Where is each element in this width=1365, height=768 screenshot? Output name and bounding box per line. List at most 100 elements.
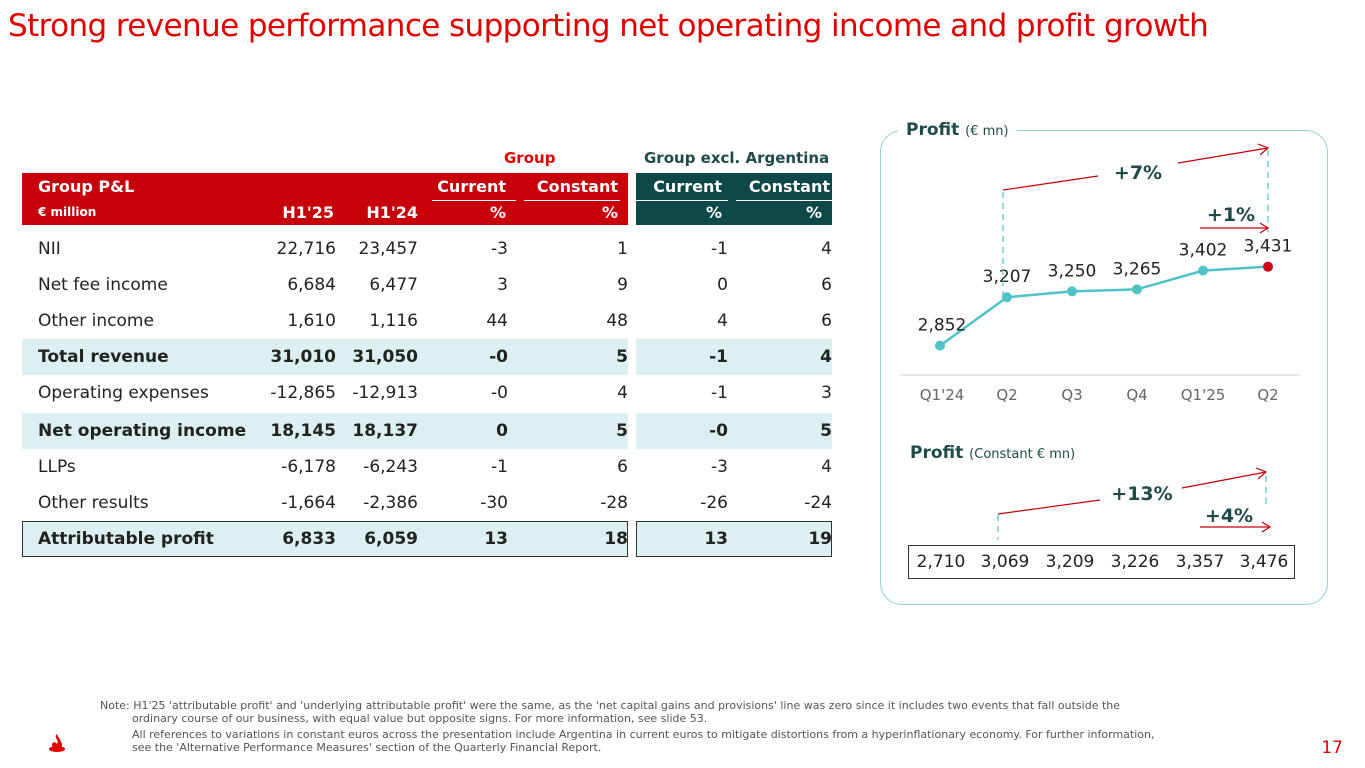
cell-constant-pct: 5 — [616, 421, 628, 441]
cell-excl-current-pct: -26 — [700, 493, 728, 513]
row-label: Attributable profit — [38, 529, 214, 549]
profit-chart-title: Profit (€ mn) — [898, 120, 1017, 140]
row-label: Other results — [38, 493, 149, 513]
cell-excl-constant-pct: 4 — [821, 457, 832, 477]
x-tick-label: Q1'24 — [920, 386, 965, 404]
cell-h1-25: -1,664 — [281, 493, 336, 513]
header-divider — [524, 200, 620, 201]
cell-constant-pct: 18 — [604, 529, 628, 549]
header-divider — [636, 200, 728, 201]
data-point — [1067, 286, 1077, 297]
cell-h1-25: -6,178 — [281, 457, 336, 477]
x-tick-label: Q3 — [1061, 386, 1082, 404]
data-point — [935, 340, 945, 351]
cell-excl-current-pct: -1 — [709, 347, 728, 367]
cell-excl-constant-pct: 6 — [821, 275, 832, 295]
row-highlight — [22, 521, 628, 557]
cell-excl-constant-pct: 19 — [808, 529, 832, 549]
header-current-pct: % — [489, 203, 506, 222]
cell-current-pct: -3 — [491, 239, 508, 259]
header-red-band — [22, 173, 628, 225]
cell-excl-current-pct: -1 — [711, 383, 728, 403]
cell-h1-24: -6,243 — [363, 457, 418, 477]
cell-constant-pct: 48 — [606, 311, 628, 331]
cell-current-pct: 0 — [496, 421, 508, 441]
cell-h1-25: 18,145 — [270, 421, 336, 441]
row-label: Net operating income — [38, 421, 247, 441]
footnote: Note: H1'25 'attributable profit' and 'u… — [100, 699, 1160, 757]
header-h1-24: H1'24 — [366, 203, 418, 222]
cell-excl-current-pct: 13 — [704, 529, 728, 549]
cell-h1-24: -12,913 — [352, 383, 418, 403]
header-excl-constant: Constant — [748, 177, 830, 196]
profit-constant-title-text: Profit — [910, 443, 964, 463]
cell-excl-constant-pct: 6 — [821, 311, 832, 331]
growth-label: +13% — [1111, 483, 1172, 505]
santander-flame-icon — [49, 734, 65, 752]
data-label: 3,207 — [983, 267, 1032, 287]
profit-series-line — [939, 265, 1269, 347]
growth-arrowhead — [1255, 467, 1268, 480]
data-point — [1263, 261, 1273, 272]
cell-h1-25: 1,610 — [287, 311, 336, 331]
cell-constant-pct: 4 — [617, 383, 628, 403]
cell-excl-constant-pct: 5 — [820, 421, 832, 441]
group-excl-argentina-column-header: Group excl. Argentina — [644, 149, 830, 167]
data-label: 3,431 — [1244, 237, 1293, 257]
header-excl-current: Current — [653, 177, 722, 196]
cell-current-pct: -0 — [491, 383, 508, 403]
cell-h1-24: 23,457 — [358, 239, 418, 259]
header-constant-pct: % — [601, 203, 618, 222]
table-row: NII 22,716 23,457 -3 1 -1 4 — [22, 231, 832, 267]
row-highlight — [636, 413, 832, 449]
growth-arrowhead — [1259, 222, 1270, 234]
row-label: Total revenue — [38, 347, 169, 367]
header-pl-label: Group P&L — [38, 177, 135, 196]
cell-current-pct: 3 — [497, 275, 508, 295]
constant-profit-value: 3,476 — [1239, 552, 1289, 572]
growth-label: +7% — [1114, 162, 1162, 184]
growth-line — [1181, 471, 1267, 489]
cell-h1-24: 6,477 — [369, 275, 418, 295]
data-label: 3,265 — [1113, 259, 1162, 279]
cell-constant-pct: 1 — [617, 239, 628, 259]
constant-profit-value: 3,226 — [1110, 552, 1160, 572]
data-label: 3,402 — [1179, 241, 1228, 261]
header-divider — [736, 200, 832, 201]
cell-current-pct: 13 — [484, 529, 508, 549]
table-row: Attributable profit 6,833 6,059 13 18 13 19 — [22, 521, 832, 557]
row-label: Operating expenses — [38, 383, 209, 403]
growth-line — [1002, 175, 1099, 191]
row-highlight — [636, 339, 832, 375]
constant-profit-value: 3,069 — [980, 552, 1030, 572]
x-tick-label: Q4 — [1126, 386, 1147, 404]
cell-excl-current-pct: -0 — [709, 421, 728, 441]
cell-current-pct: -30 — [480, 493, 508, 513]
profit-constant-title: Profit (Constant € mn) — [910, 443, 1076, 463]
constant-profit-value: 3,357 — [1175, 552, 1225, 572]
header-excl-constant-pct: % — [805, 203, 822, 222]
row-label: Other income — [38, 311, 154, 331]
growth-arrowhead — [1261, 521, 1272, 533]
footnote-line-1: Note: H1'25 'attributable profit' and 'u… — [100, 699, 1121, 725]
cell-excl-current-pct: -1 — [711, 239, 728, 259]
header-current: Current — [437, 177, 506, 196]
growth-label: +4% — [1205, 505, 1253, 527]
table-row: Net fee income 6,684 6,477 3 9 0 6 — [22, 267, 832, 303]
row-border — [22, 521, 628, 557]
table-header: Group P&L € million H1'25 H1'24 Current … — [22, 173, 832, 225]
cell-excl-constant-pct: 3 — [821, 383, 832, 403]
data-point — [1198, 265, 1208, 276]
cell-h1-24: -2,386 — [363, 493, 418, 513]
growth-line — [1177, 147, 1269, 164]
cell-excl-constant-pct: 4 — [820, 347, 832, 367]
cell-h1-25: 31,010 — [270, 347, 336, 367]
growth-arrowhead — [1257, 143, 1270, 156]
cell-current-pct: -0 — [489, 347, 508, 367]
cell-excl-current-pct: -3 — [711, 457, 728, 477]
data-label: 2,852 — [918, 316, 967, 336]
table-row: Operating expenses -12,865 -12,913 -0 4 -1 3 — [22, 375, 832, 411]
x-tick-label: Q2 — [996, 386, 1017, 404]
profit-chart-panel — [880, 130, 1328, 605]
table-row: Other income 1,610 1,116 44 48 4 6 — [22, 303, 832, 339]
